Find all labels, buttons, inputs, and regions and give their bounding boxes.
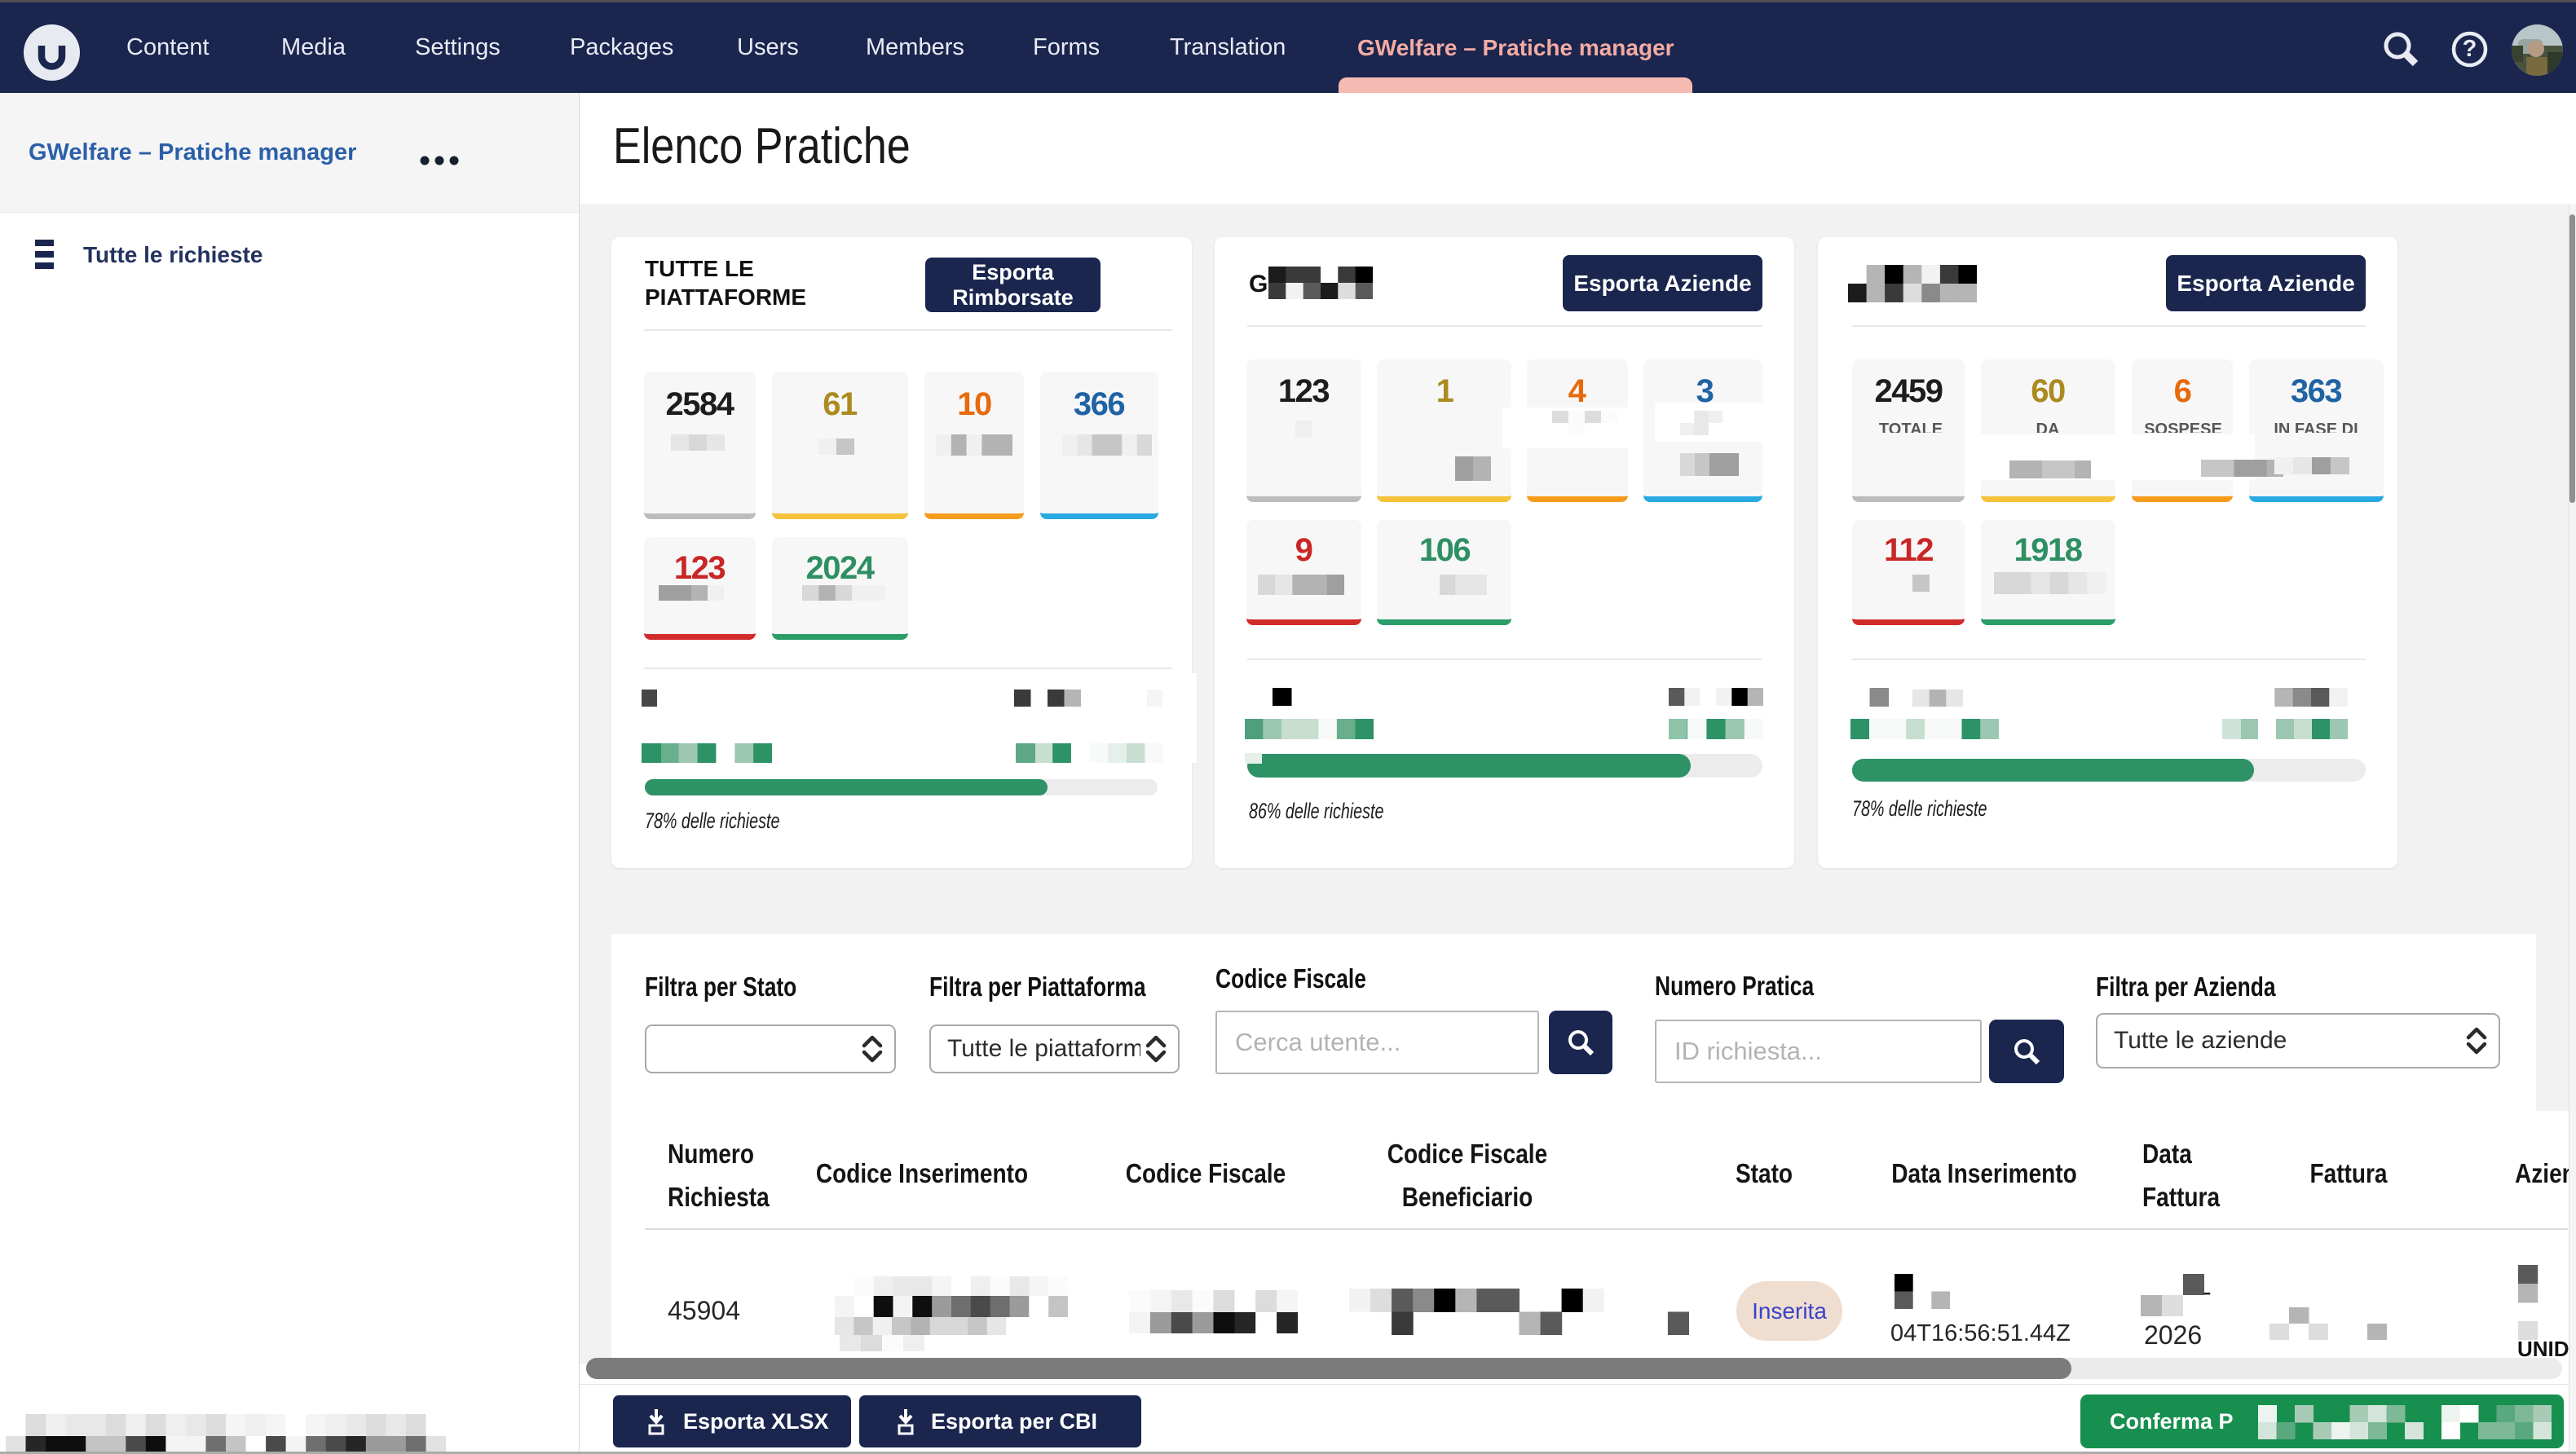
svg-text:?: ?	[2463, 36, 2477, 62]
